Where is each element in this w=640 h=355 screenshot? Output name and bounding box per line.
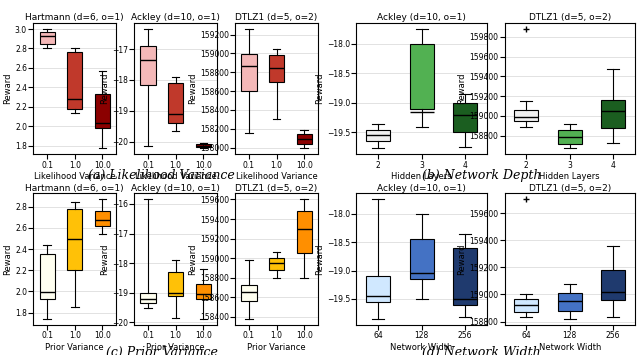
Y-axis label: Reward: Reward xyxy=(188,73,197,104)
PathPatch shape xyxy=(140,46,156,84)
Text: (b) Network Depth: (b) Network Depth xyxy=(422,169,541,182)
X-axis label: Prior Variance: Prior Variance xyxy=(247,343,306,352)
Title: Ackley (d=10, o=1): Ackley (d=10, o=1) xyxy=(377,13,466,22)
Y-axis label: Reward: Reward xyxy=(458,73,467,104)
PathPatch shape xyxy=(601,270,625,300)
Y-axis label: Reward: Reward xyxy=(316,73,324,104)
PathPatch shape xyxy=(40,32,54,44)
PathPatch shape xyxy=(410,239,433,279)
Y-axis label: Reward: Reward xyxy=(100,244,109,275)
PathPatch shape xyxy=(269,55,284,82)
Title: DTLZ1 (d=5, o=2): DTLZ1 (d=5, o=2) xyxy=(529,13,611,22)
Title: DTLZ1 (d=5, o=2): DTLZ1 (d=5, o=2) xyxy=(236,13,317,22)
Title: Ackley (d=10, o=1): Ackley (d=10, o=1) xyxy=(131,13,220,22)
PathPatch shape xyxy=(140,293,156,303)
Title: Ackley (d=10, o=1): Ackley (d=10, o=1) xyxy=(377,184,466,193)
Y-axis label: Reward: Reward xyxy=(458,244,467,275)
PathPatch shape xyxy=(558,130,582,143)
X-axis label: Hidden Layers: Hidden Layers xyxy=(391,173,452,181)
X-axis label: Prior Variance: Prior Variance xyxy=(147,343,205,352)
X-axis label: Network Width: Network Width xyxy=(539,343,601,352)
Y-axis label: Reward: Reward xyxy=(316,244,324,275)
Title: DTLZ1 (d=5, o=2): DTLZ1 (d=5, o=2) xyxy=(236,184,317,193)
PathPatch shape xyxy=(366,130,390,141)
PathPatch shape xyxy=(196,144,211,147)
X-axis label: Likelihood Variance: Likelihood Variance xyxy=(135,173,216,181)
Y-axis label: Reward: Reward xyxy=(188,244,197,275)
PathPatch shape xyxy=(515,110,538,121)
PathPatch shape xyxy=(168,83,183,123)
Title: Hartmann (d=6, o=1): Hartmann (d=6, o=1) xyxy=(26,184,124,193)
X-axis label: Prior Variance: Prior Variance xyxy=(45,343,104,352)
X-axis label: Hidden Layers: Hidden Layers xyxy=(540,173,600,181)
PathPatch shape xyxy=(297,211,312,253)
PathPatch shape xyxy=(366,276,390,302)
PathPatch shape xyxy=(269,258,284,270)
PathPatch shape xyxy=(241,285,257,301)
PathPatch shape xyxy=(196,284,211,299)
PathPatch shape xyxy=(95,94,110,128)
PathPatch shape xyxy=(558,293,582,311)
PathPatch shape xyxy=(67,52,83,109)
X-axis label: Likelihood Variance: Likelihood Variance xyxy=(236,173,317,181)
PathPatch shape xyxy=(67,209,83,270)
X-axis label: Network Width: Network Width xyxy=(390,343,452,352)
Text: (c) Prior Variance: (c) Prior Variance xyxy=(106,346,218,355)
X-axis label: Likelihood Variance: Likelihood Variance xyxy=(34,173,116,181)
Y-axis label: Reward: Reward xyxy=(100,73,109,104)
Y-axis label: Reward: Reward xyxy=(3,244,12,275)
Text: (d) Network Width: (d) Network Width xyxy=(422,346,541,355)
Text: (a) Likelihood Variance: (a) Likelihood Variance xyxy=(88,169,235,182)
Title: Ackley (d=10, o=1): Ackley (d=10, o=1) xyxy=(131,184,220,193)
PathPatch shape xyxy=(601,100,625,128)
Title: Hartmann (d=6, o=1): Hartmann (d=6, o=1) xyxy=(26,13,124,22)
PathPatch shape xyxy=(241,54,257,91)
PathPatch shape xyxy=(168,272,183,296)
Title: DTLZ1 (d=5, o=2): DTLZ1 (d=5, o=2) xyxy=(529,184,611,193)
PathPatch shape xyxy=(453,248,477,305)
PathPatch shape xyxy=(40,255,54,299)
PathPatch shape xyxy=(297,134,312,144)
PathPatch shape xyxy=(515,299,538,312)
PathPatch shape xyxy=(410,44,433,109)
Y-axis label: Reward: Reward xyxy=(3,73,12,104)
PathPatch shape xyxy=(95,211,110,226)
PathPatch shape xyxy=(453,103,477,132)
